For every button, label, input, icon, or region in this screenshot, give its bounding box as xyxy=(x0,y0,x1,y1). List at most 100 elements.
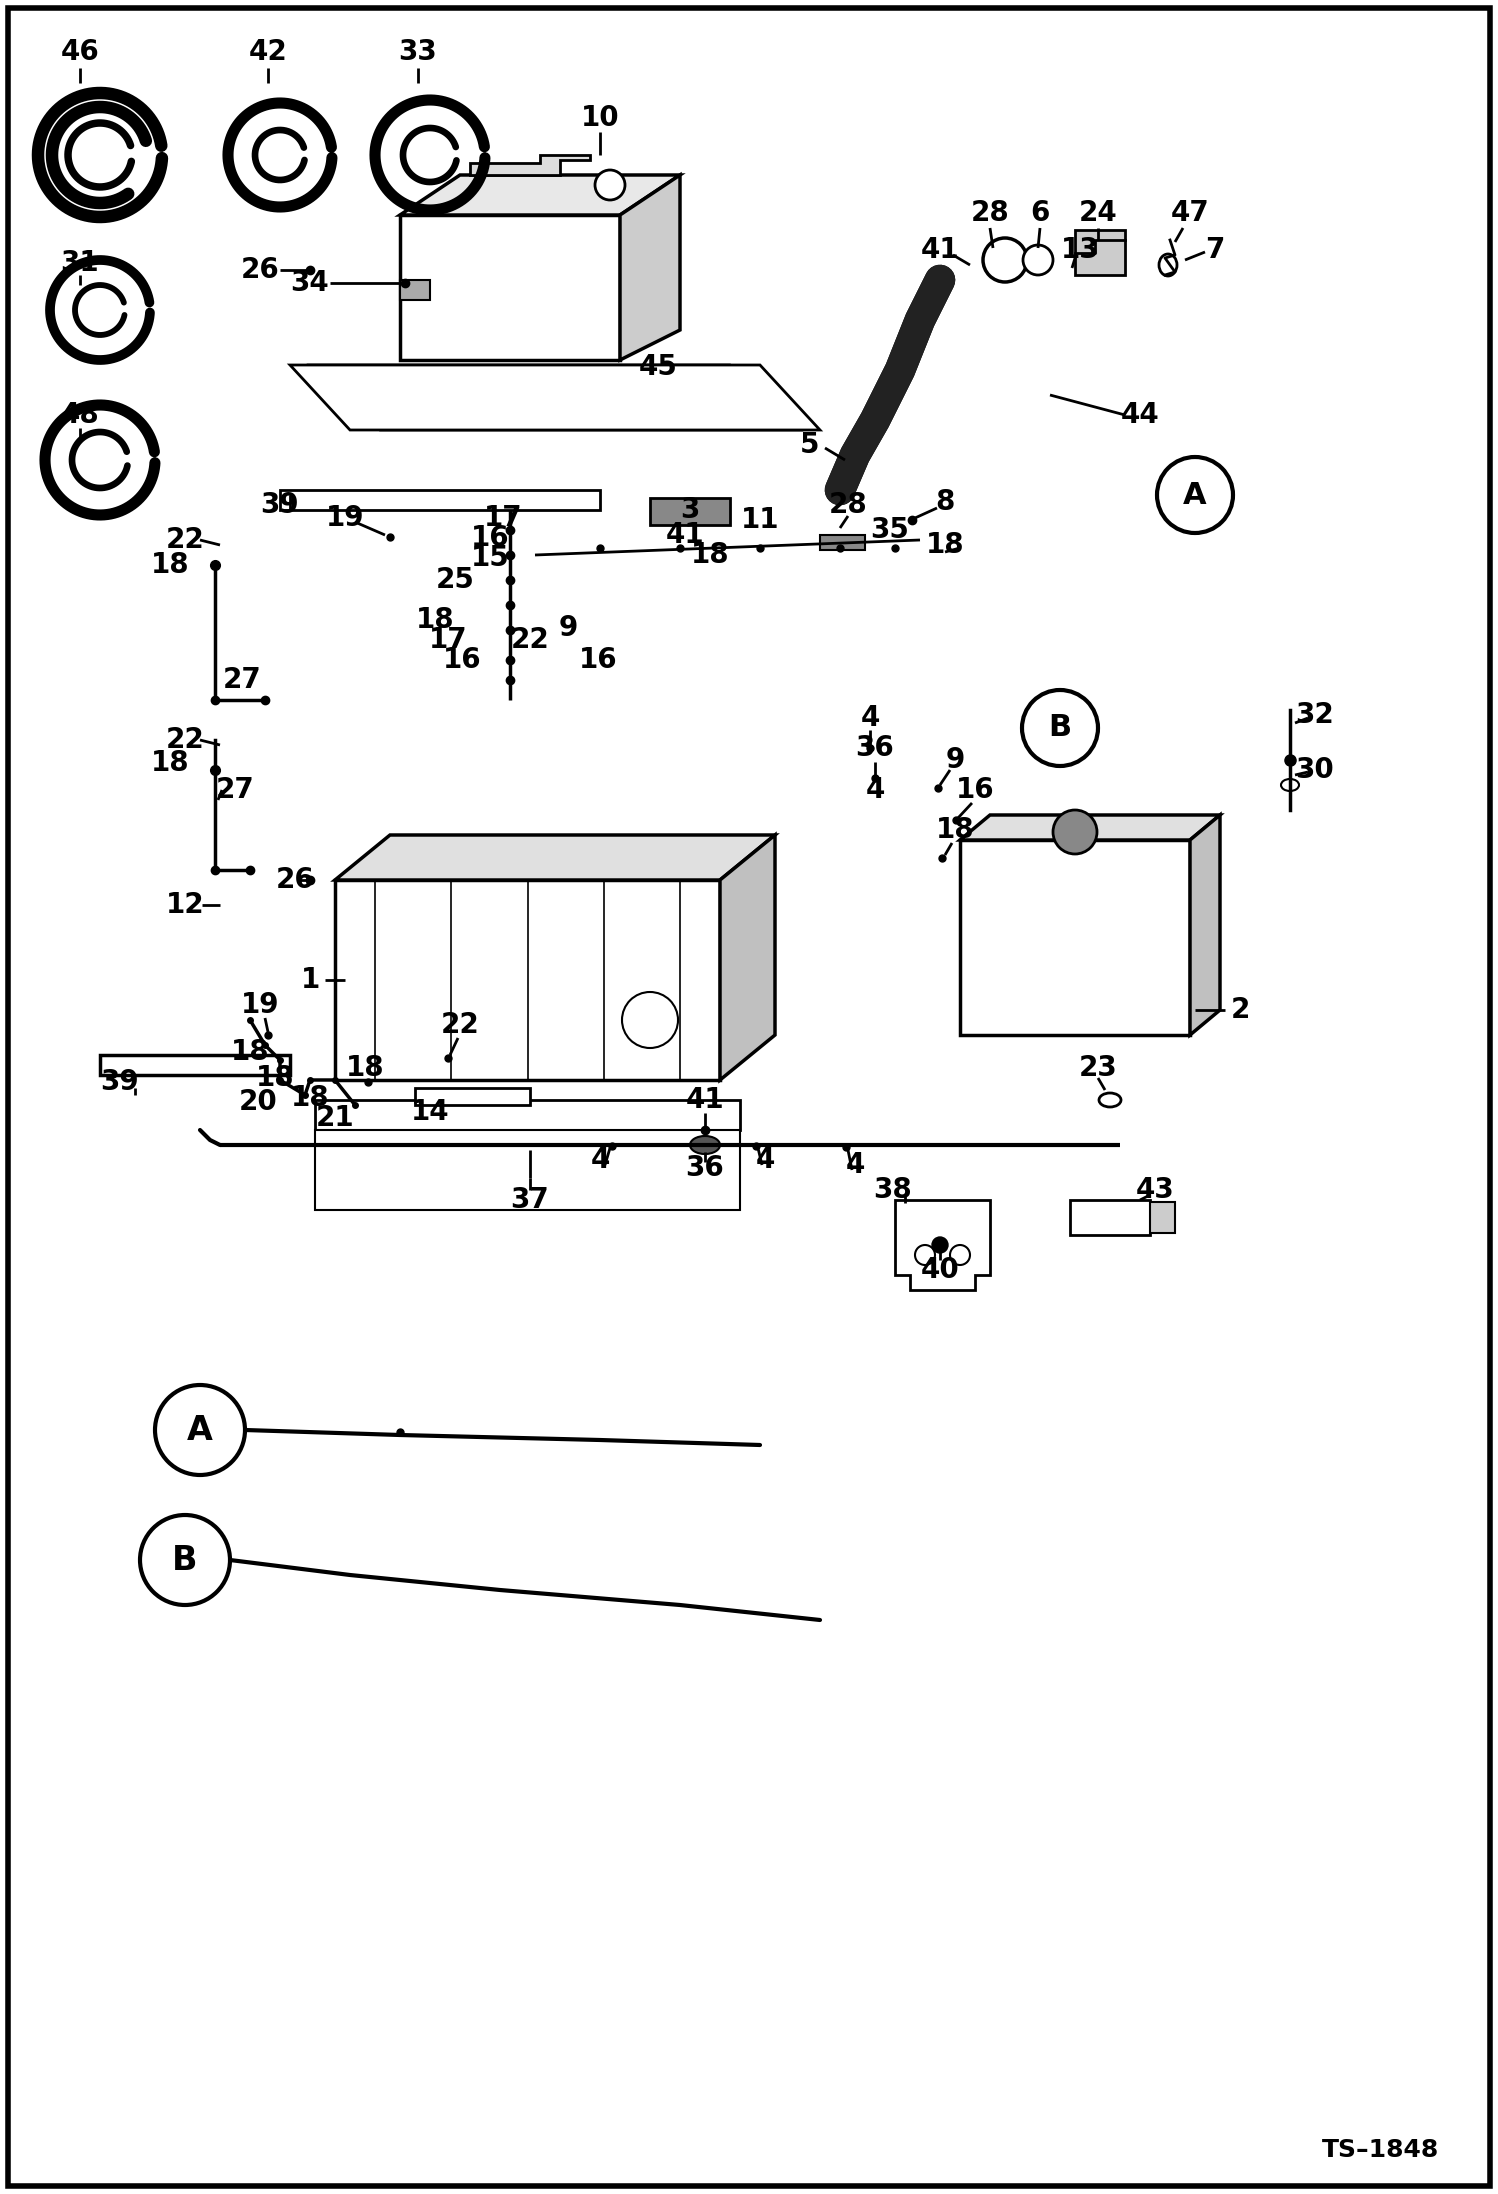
Text: 26: 26 xyxy=(241,257,279,283)
Text: 28: 28 xyxy=(971,200,1010,226)
Text: 33: 33 xyxy=(398,37,437,66)
Polygon shape xyxy=(310,364,800,430)
Circle shape xyxy=(601,371,640,410)
Text: 28: 28 xyxy=(828,491,867,520)
Text: 38: 38 xyxy=(873,1176,912,1205)
Text: 4: 4 xyxy=(845,1152,864,1178)
Text: 18: 18 xyxy=(691,542,730,568)
Text: 22: 22 xyxy=(166,726,204,755)
Text: 4: 4 xyxy=(866,777,885,803)
Text: 10: 10 xyxy=(581,103,619,132)
Polygon shape xyxy=(315,1130,740,1211)
Text: 41: 41 xyxy=(686,1086,725,1115)
Circle shape xyxy=(622,992,679,1049)
Text: 41: 41 xyxy=(665,520,704,548)
Text: 26: 26 xyxy=(276,867,315,893)
Text: 4: 4 xyxy=(755,1145,774,1174)
Text: 27: 27 xyxy=(216,777,255,803)
Ellipse shape xyxy=(1281,779,1299,792)
Text: 42: 42 xyxy=(249,37,288,66)
Text: 19: 19 xyxy=(325,505,364,531)
Polygon shape xyxy=(1076,230,1125,274)
Text: 13: 13 xyxy=(1061,237,1100,263)
Text: 25: 25 xyxy=(436,566,475,595)
Text: 40: 40 xyxy=(921,1255,959,1283)
Polygon shape xyxy=(400,176,680,215)
Text: 24: 24 xyxy=(1079,200,1118,226)
Text: 17: 17 xyxy=(428,625,467,654)
Text: 18: 18 xyxy=(231,1038,270,1066)
Text: 22: 22 xyxy=(166,527,204,555)
Text: 18: 18 xyxy=(415,606,454,634)
Text: 1: 1 xyxy=(301,965,319,994)
Circle shape xyxy=(1023,246,1053,274)
Text: 16: 16 xyxy=(578,645,617,674)
Text: 27: 27 xyxy=(223,667,261,693)
Polygon shape xyxy=(620,176,680,360)
Text: 22: 22 xyxy=(511,625,550,654)
Polygon shape xyxy=(400,215,620,360)
Text: 17: 17 xyxy=(484,505,523,531)
Text: 39: 39 xyxy=(261,491,300,520)
Polygon shape xyxy=(1070,1200,1150,1235)
Polygon shape xyxy=(470,156,590,176)
Text: 39: 39 xyxy=(100,1068,139,1097)
Text: 15: 15 xyxy=(470,544,509,573)
Polygon shape xyxy=(1189,814,1219,1036)
Polygon shape xyxy=(336,836,774,880)
Text: 18: 18 xyxy=(151,748,189,777)
Text: 4: 4 xyxy=(590,1145,610,1174)
Polygon shape xyxy=(400,281,430,301)
Circle shape xyxy=(154,1384,246,1474)
Circle shape xyxy=(595,169,625,200)
Text: A: A xyxy=(187,1413,213,1446)
Text: 41: 41 xyxy=(921,237,959,263)
Text: 48: 48 xyxy=(60,402,99,430)
Text: B: B xyxy=(172,1545,198,1577)
Circle shape xyxy=(983,237,1028,283)
Text: 18: 18 xyxy=(936,816,974,845)
Text: 23: 23 xyxy=(1079,1053,1118,1082)
Polygon shape xyxy=(315,1099,740,1130)
Circle shape xyxy=(139,1516,231,1606)
Polygon shape xyxy=(415,1088,530,1106)
Polygon shape xyxy=(819,535,864,551)
Text: 18: 18 xyxy=(291,1084,330,1112)
Text: 3: 3 xyxy=(680,496,700,524)
Text: 11: 11 xyxy=(740,507,779,533)
Text: 22: 22 xyxy=(440,1011,479,1040)
Text: 18: 18 xyxy=(926,531,965,559)
Polygon shape xyxy=(336,880,721,1079)
Polygon shape xyxy=(280,489,601,509)
Circle shape xyxy=(915,1244,935,1266)
Polygon shape xyxy=(1150,1202,1174,1233)
Text: 20: 20 xyxy=(238,1088,277,1117)
Ellipse shape xyxy=(1100,1093,1121,1108)
Text: TS–1848: TS–1848 xyxy=(1321,2137,1438,2161)
Text: A: A xyxy=(1183,480,1207,509)
Text: 18: 18 xyxy=(256,1064,294,1093)
Circle shape xyxy=(932,1237,948,1253)
Text: 8: 8 xyxy=(935,487,954,516)
Polygon shape xyxy=(291,364,819,430)
Text: 18: 18 xyxy=(151,551,189,579)
Text: 9: 9 xyxy=(559,614,578,643)
Text: 36: 36 xyxy=(855,735,894,761)
Text: 46: 46 xyxy=(60,37,99,66)
Text: 16: 16 xyxy=(956,777,995,803)
Text: 21: 21 xyxy=(316,1104,355,1132)
Text: 44: 44 xyxy=(1121,402,1159,430)
Polygon shape xyxy=(100,1055,291,1075)
Polygon shape xyxy=(894,1200,990,1290)
Text: 18: 18 xyxy=(346,1053,385,1082)
Text: 2: 2 xyxy=(1230,996,1249,1025)
Ellipse shape xyxy=(1159,255,1177,276)
Text: 16: 16 xyxy=(443,645,481,674)
Circle shape xyxy=(1053,810,1097,853)
Text: 32: 32 xyxy=(1296,702,1335,728)
Text: 14: 14 xyxy=(410,1097,449,1126)
Circle shape xyxy=(1022,689,1098,766)
Text: 6: 6 xyxy=(1031,200,1050,226)
Text: 5: 5 xyxy=(800,430,819,459)
Text: 9: 9 xyxy=(945,746,965,774)
